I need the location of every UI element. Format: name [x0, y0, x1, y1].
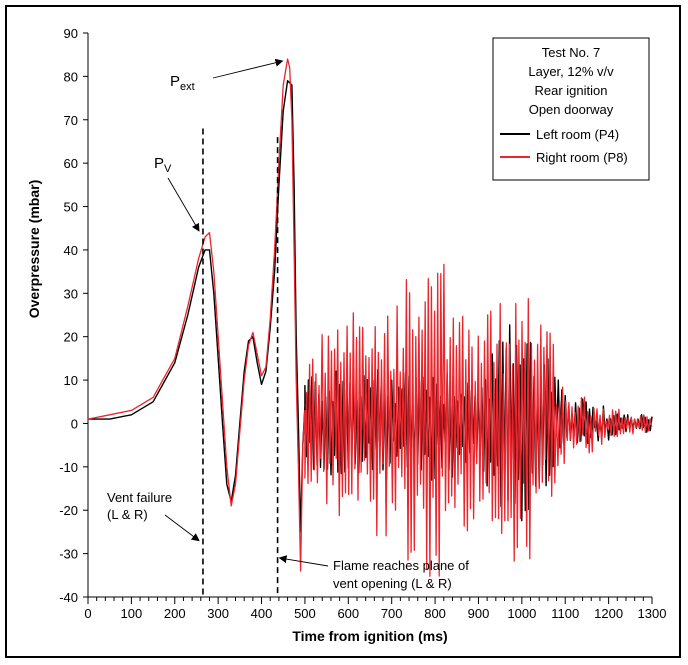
- x-tick-label: 0: [84, 606, 91, 621]
- series-group: [87, 58, 653, 577]
- x-tick-label: 600: [337, 606, 359, 621]
- y-axis-title: Overpressure (mbar): [26, 180, 42, 319]
- x-tick-label: 100: [121, 606, 143, 621]
- pext-arrow: [212, 58, 284, 79]
- x-tick-label: 800: [424, 606, 446, 621]
- flame-label-line-1: Flame reaches plane of: [333, 558, 469, 573]
- vent-failure-arrow: [164, 514, 200, 542]
- pv-label: PV: [154, 155, 172, 175]
- x-tick-label: 1300: [638, 606, 667, 621]
- x-tick-label: 1000: [507, 606, 536, 621]
- x-axis-title: Time from ignition (ms): [292, 628, 447, 644]
- y-tick-label: 80: [64, 69, 78, 84]
- y-tick-label: 40: [64, 243, 78, 258]
- y-tick-label: -20: [59, 503, 78, 518]
- pext-label: Pext: [170, 73, 195, 93]
- legend-header-3: Rear ignition: [535, 83, 608, 98]
- legend-header-2: Layer, 12% v/v: [528, 64, 614, 79]
- y-tick-label: -40: [59, 590, 78, 605]
- y-tick-label: 20: [64, 330, 78, 345]
- y-tick-label: 0: [71, 416, 78, 431]
- event-markers: [202, 128, 279, 597]
- x-tick-label: 500: [294, 606, 316, 621]
- axes: [83, 32, 653, 604]
- legend-header-4: Open doorway: [529, 102, 614, 117]
- y-tick-label: 70: [64, 113, 78, 128]
- x-tick-label: 400: [251, 606, 273, 621]
- x-tick-label: 900: [468, 606, 490, 621]
- x-tick-label: 300: [207, 606, 229, 621]
- x-tick-label: 700: [381, 606, 403, 621]
- x-tick-label: 1100: [551, 606, 579, 621]
- legend-label-left: Left room (P4): [536, 127, 619, 142]
- vent-failure-label-line-1: Vent failure: [107, 490, 172, 505]
- y-tick-label: -10: [59, 460, 78, 475]
- y-tick-label: 30: [64, 286, 78, 301]
- annotations: PV Pext Vent failure (L & R) Flame reaches p…: [107, 58, 469, 591]
- y-tick-label: 10: [64, 373, 78, 388]
- legend-header-1: Test No. 7: [542, 45, 601, 60]
- x-tick-label: 1200: [594, 606, 623, 621]
- series-right-room-line: [87, 58, 653, 577]
- y-tick-label: 90: [64, 26, 78, 41]
- vent-failure-label-line-2: (L & R): [107, 507, 148, 522]
- x-tick-label: 200: [164, 606, 186, 621]
- flame-label-line-2: vent opening (L & R): [333, 576, 452, 591]
- y-tick-label: -30: [59, 547, 78, 562]
- legend: Test No. 7 Layer, 12% v/v Rear ignition …: [492, 37, 650, 181]
- pv-arrow: [167, 177, 200, 232]
- y-tick-label: 50: [64, 200, 78, 215]
- legend-label-right: Right room (P8): [536, 150, 628, 165]
- flame-arrow: [278, 555, 329, 567]
- y-tick-label: 60: [64, 156, 78, 171]
